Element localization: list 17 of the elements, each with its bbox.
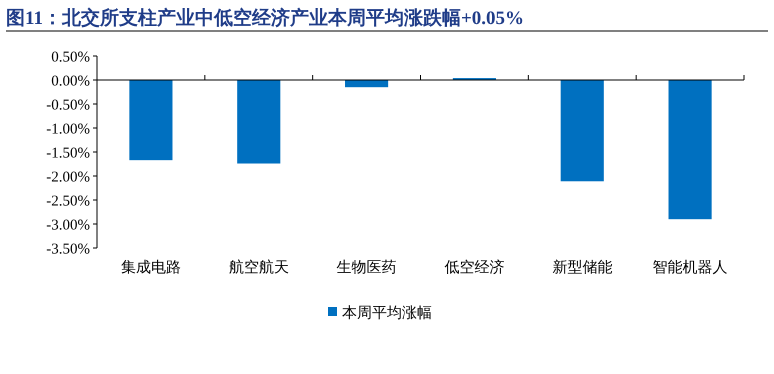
y-tick-label: -3.50% [46,241,90,258]
x-tick-label: 生物医药 [336,259,397,276]
y-tick-label: -3.00% [46,217,90,234]
x-tick-label: 新型储能 [552,259,612,276]
y-tick-label: -1.00% [46,121,90,138]
chart-title: 图11：北交所支柱产业中低空经济产业本周平均涨跌幅+0.05% [6,7,524,29]
x-tick-label: 集成电路 [120,259,181,276]
y-tick-label: -2.50% [46,193,90,210]
x-tick-label: 低空经济 [444,259,504,276]
x-tick-label: 智能机器人 [652,259,728,276]
legend-label: 本周平均涨幅 [342,304,432,322]
y-tick-label: -2.00% [46,169,90,186]
y-tick-label: 0.50% [51,49,90,66]
y-tick-label: -0.50% [46,97,90,114]
y-tick-label: -1.50% [46,145,90,162]
x-tick-label: 航空航天 [228,259,289,276]
y-tick-label: 0.00% [51,73,90,90]
